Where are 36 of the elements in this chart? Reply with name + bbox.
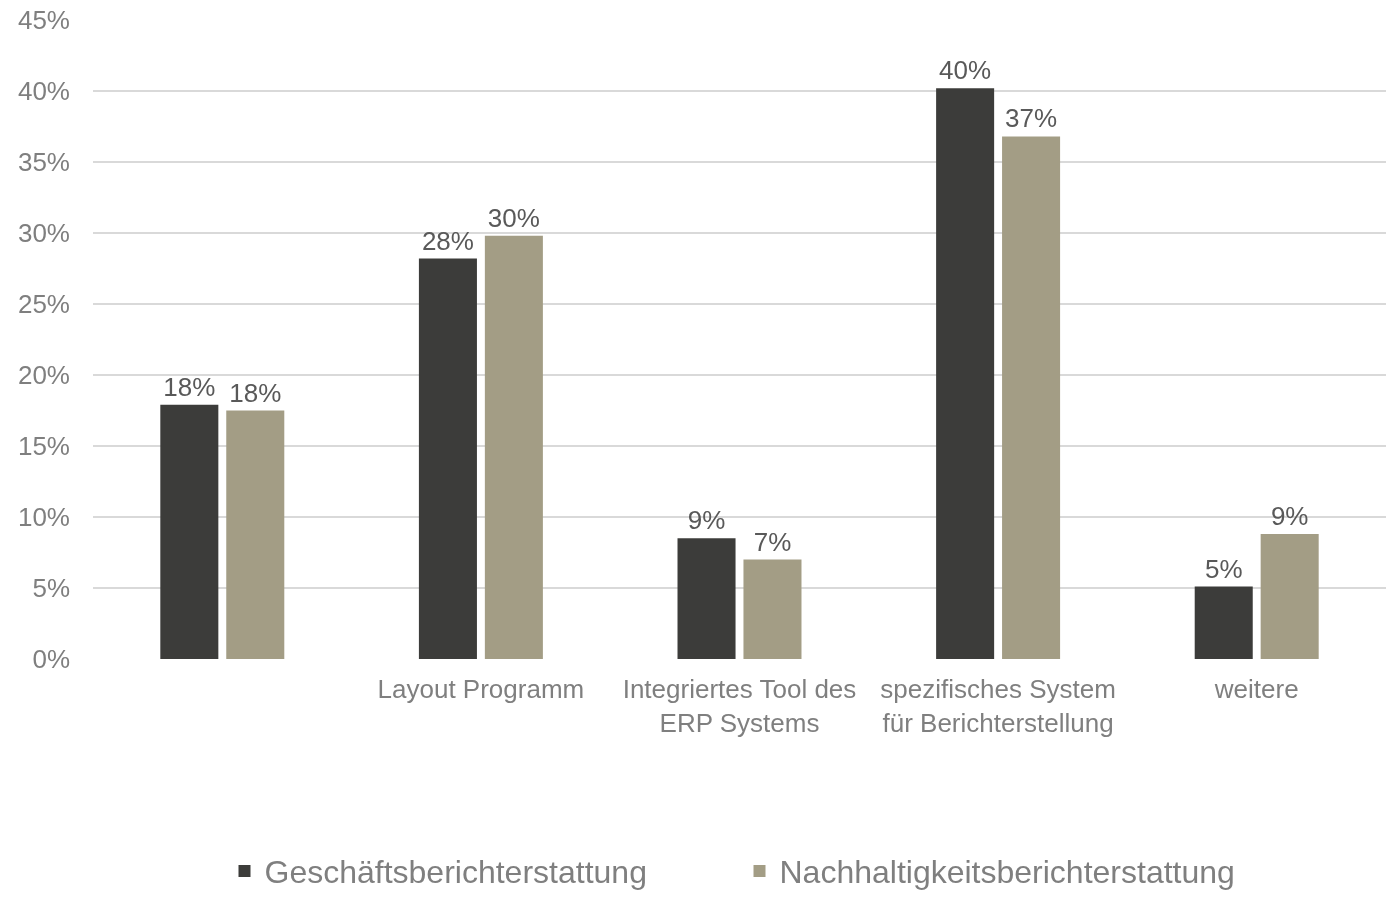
data-label: 9% xyxy=(687,505,726,536)
bar xyxy=(226,410,285,659)
x-tick-label: weitere xyxy=(1213,674,1299,704)
x-tick-label: Layout Programm xyxy=(377,674,585,704)
y-tick-label: 45% xyxy=(17,5,70,36)
bar xyxy=(484,235,543,659)
bar xyxy=(1002,136,1061,659)
data-label: 7% xyxy=(753,526,792,557)
x-tick-label: spezifisches System für Berichterstellung xyxy=(880,674,1116,738)
y-tick-label: 25% xyxy=(17,289,70,320)
data-label: 30% xyxy=(487,202,540,233)
y-tick-label: 10% xyxy=(17,502,70,533)
y-tick-label: 20% xyxy=(17,360,70,391)
y-tick-label: 0% xyxy=(32,644,70,675)
bar xyxy=(936,88,995,659)
y-tick-label: 30% xyxy=(17,218,70,249)
y-tick-label: 15% xyxy=(17,431,70,462)
legend-label: Geschäftsberichterstattung xyxy=(264,854,647,891)
data-label: 40% xyxy=(939,55,992,86)
y-tick-label: 5% xyxy=(32,573,70,604)
x-tick-label: Integriertes Tool des ERP Systems xyxy=(622,674,857,738)
data-label: 5% xyxy=(1204,553,1243,584)
data-label: 37% xyxy=(1005,103,1058,134)
data-label: 18% xyxy=(163,371,216,402)
legend-label: Nachhaltigkeitsberichterstattung xyxy=(779,854,1235,891)
data-label: 28% xyxy=(421,225,474,256)
bar xyxy=(1260,534,1319,659)
bar xyxy=(1194,586,1253,659)
y-tick-label: 35% xyxy=(17,147,70,178)
bar xyxy=(160,404,219,659)
data-label: 9% xyxy=(1270,501,1309,532)
bar xyxy=(677,538,736,659)
data-label: 18% xyxy=(229,377,282,408)
y-tick-label: 40% xyxy=(17,76,70,107)
bar xyxy=(418,258,477,659)
bar xyxy=(743,559,802,659)
